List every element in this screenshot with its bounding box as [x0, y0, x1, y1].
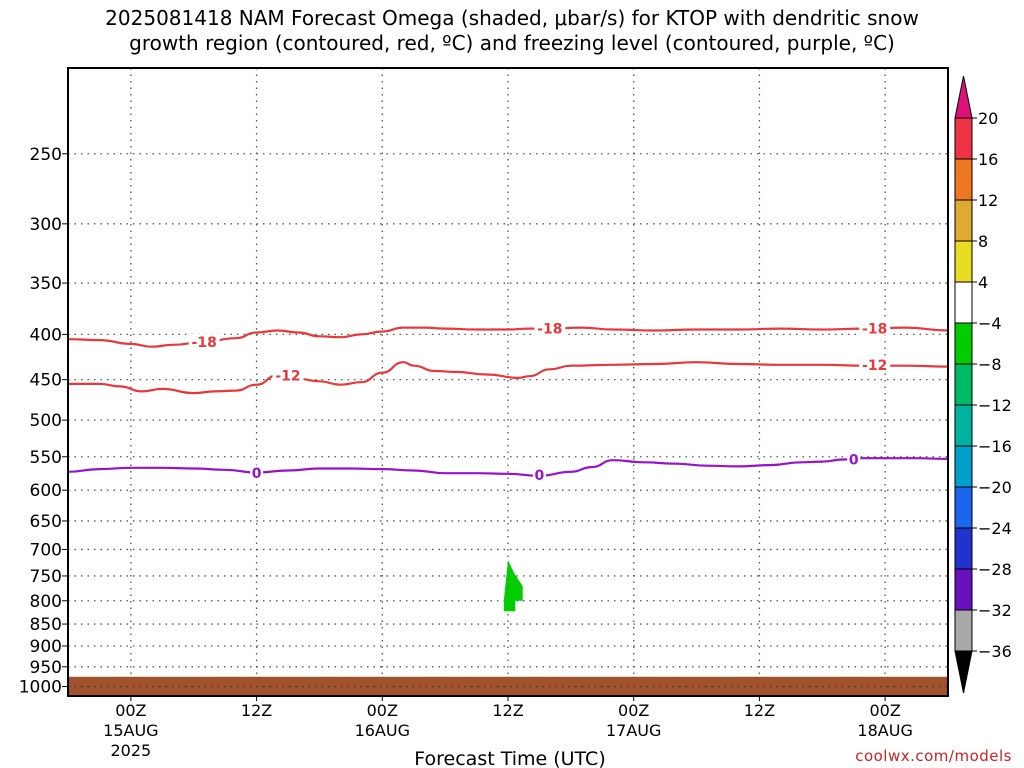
y-tick-label: 900	[30, 637, 62, 657]
shaded-omega-region	[503, 560, 523, 612]
colorbar-label: −32	[978, 601, 1012, 620]
y-tick-label: 950	[30, 658, 62, 678]
colorbar-label: 8	[978, 232, 988, 251]
ground-layer	[68, 676, 948, 696]
colorbar-label: 20	[978, 109, 998, 128]
contour-label: -12	[275, 368, 300, 384]
colorbar-swatch	[954, 199, 973, 242]
y-tick-label: 300	[30, 215, 62, 235]
chart-title-line2: growth region (contoured, red, ºC) and f…	[129, 31, 895, 55]
colorbar-top-arrow	[954, 75, 973, 119]
y-tick-label: 850	[30, 615, 62, 635]
y-tick-label: 700	[30, 540, 62, 560]
x-tick-date-label: 16AUG	[355, 721, 410, 740]
colorbar-swatch	[954, 609, 973, 652]
x-tick-label: 00Z	[367, 701, 398, 720]
colorbar-label: −12	[978, 396, 1012, 415]
contour-label: -18	[192, 335, 217, 351]
contour-label-bg	[272, 367, 304, 383]
x-tick-date-label: 15AUG	[103, 721, 158, 740]
watermark: coolwx.com/models	[855, 747, 1012, 765]
contour-label-bg	[250, 465, 264, 481]
contour-line-minus12	[68, 361, 949, 395]
colorbar-label: −20	[978, 478, 1012, 497]
x-tick-date-label: 18AUG	[857, 721, 912, 740]
colorbar-swatch	[954, 568, 973, 611]
x-tick-label: 00Z	[618, 701, 649, 720]
pressure-axis: 2503003504004505005506006507007508008509…	[19, 145, 68, 698]
y-tick-label: 400	[30, 325, 62, 345]
colorbar-label: 12	[978, 191, 998, 210]
colorbar-label: −4	[978, 314, 1002, 333]
x-tick-year-label: 2025	[110, 741, 151, 760]
colorbar-swatch	[954, 322, 973, 365]
colorbar-swatch	[954, 363, 973, 406]
contour-label: 0	[535, 468, 545, 484]
contour-label: -18	[537, 322, 562, 338]
contour-line-0	[67, 457, 949, 477]
y-tick-label: 250	[30, 145, 62, 165]
x-tick-label: 12Z	[492, 701, 523, 720]
y-tick-label: 600	[30, 481, 62, 501]
colorbar-swatch	[954, 445, 973, 488]
colorbar-label: 16	[978, 150, 998, 169]
y-tick-label: 750	[30, 567, 62, 587]
x-axis-label: Forecast Time (UTC)	[414, 748, 605, 768]
contour-label-bg	[188, 333, 220, 349]
colorbar-label: −28	[978, 560, 1012, 579]
contour-lines: -18 -18 -18 -12 -12 0 0 0	[67, 320, 949, 484]
colorbar-swatch	[954, 404, 973, 447]
colorbar: 20 16 12 8 4 −4 −8 −12 −16 −20 −24 −28 −32 −36	[954, 75, 1012, 694]
x-tick-label: 00Z	[115, 701, 146, 720]
contour-label: 0	[252, 466, 262, 482]
contour-label-bg	[532, 467, 546, 483]
x-tick-label: 00Z	[869, 701, 900, 720]
colorbar-swatch	[954, 486, 973, 529]
ground-fill	[68, 676, 948, 696]
grid-lines	[68, 68, 948, 696]
contour-label-bg	[859, 320, 891, 336]
x-tick-label: 12Z	[744, 701, 775, 720]
contour-label: -12	[862, 358, 887, 374]
y-tick-label: 550	[30, 448, 62, 468]
colorbar-swatch	[954, 527, 973, 570]
colorbar-bottom-arrow	[954, 650, 973, 694]
contour-label: -18	[862, 322, 887, 338]
colorbar-swatch	[954, 240, 973, 283]
colorbar-label: −36	[978, 642, 1012, 661]
colorbar-swatch	[954, 117, 973, 160]
y-tick-label: 800	[30, 592, 62, 612]
y-tick-label: 500	[30, 411, 62, 431]
colorbar-label: −16	[978, 437, 1012, 456]
colorbar-label: 4	[978, 273, 988, 292]
chart-title-line1: 2025081418 NAM Forecast Omega (shaded, μ…	[105, 6, 919, 30]
chart-title: 2025081418 NAM Forecast Omega (shaded, μ…	[0, 6, 1024, 56]
y-tick-label: 450	[30, 371, 62, 391]
colorbar-label: −8	[978, 355, 1002, 374]
contour-label-bg	[859, 356, 891, 372]
y-tick-label: 1000	[19, 678, 62, 698]
colorbar-swatch	[954, 281, 973, 324]
contour-label-bg	[534, 320, 566, 336]
x-tick-date-label: 17AUG	[606, 721, 661, 740]
contour-label-bg	[847, 451, 861, 467]
shaded-omega-regions	[503, 560, 523, 612]
colorbar-label: −24	[978, 519, 1012, 538]
y-tick-label: 350	[30, 274, 62, 294]
colorbar-swatch	[954, 158, 973, 201]
y-tick-label: 650	[30, 512, 62, 532]
contour-label: 0	[849, 453, 859, 469]
x-tick-label: 12Z	[241, 701, 272, 720]
